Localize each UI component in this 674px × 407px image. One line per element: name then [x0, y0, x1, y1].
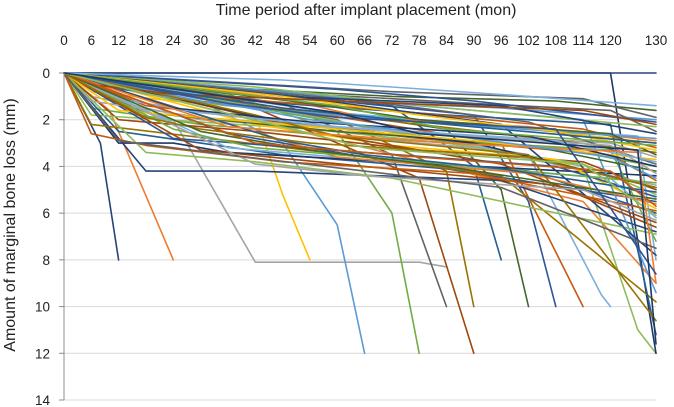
x-tick-label: 18: [138, 33, 153, 48]
series-line-s31: [63, 72, 657, 196]
x-tick-label: 78: [412, 33, 427, 48]
series-line-s74: [63, 72, 657, 144]
y-tick-labels: 0 2 4 6 8 10 12 14: [35, 66, 51, 407]
axes: [59, 72, 65, 401]
x-tick-label: 90: [466, 33, 481, 48]
series-line-s30: [63, 72, 657, 261]
series-line-s76: [63, 72, 657, 275]
x-tick-label: 108: [545, 33, 568, 48]
x-tick-label: 130: [645, 33, 668, 48]
x-tick-label: 102: [517, 33, 540, 48]
series-line-s51: [63, 72, 657, 175]
x-tick-label: 114: [572, 33, 594, 48]
x-tick-label: 54: [302, 33, 318, 48]
series-line-s14: [63, 72, 612, 308]
series-line-s67: [63, 72, 657, 221]
y-axis-title: Amount of marginal bone loss (mm): [2, 98, 19, 351]
series-line-s58: [63, 72, 657, 193]
x-tick-label: 30: [193, 33, 208, 48]
series-line-s72: [63, 72, 657, 249]
y-tick-label: 14: [35, 393, 51, 407]
y-tick-label: 6: [42, 206, 50, 221]
x-axis-title: Time period after implant placement (mon…: [216, 2, 517, 19]
x-tick-label: 42: [248, 33, 263, 48]
x-tick-label: 60: [330, 33, 345, 48]
series-line-s78: [63, 72, 657, 107]
series-line-s60: [63, 72, 657, 123]
series-line-s70: [63, 72, 657, 147]
series-line-s32: [63, 72, 657, 177]
y-tick-label: 2: [42, 113, 50, 128]
x-tick-label: 84: [439, 33, 455, 48]
series-lines: [63, 72, 657, 355]
y-tick-label: 10: [35, 300, 50, 315]
series-line-s33: [63, 72, 657, 233]
y-tick-label: 0: [42, 66, 50, 81]
x-tick-label: 0: [60, 33, 68, 48]
series-line-s40: [63, 72, 657, 165]
x-tick-labels: 0 6 12 18 24 30 36 42 48 54 60 66 72 78 84 90 96 102 108 11…: [60, 33, 667, 48]
y-tick-label: 4: [42, 159, 50, 174]
series-line-s80: [63, 72, 657, 345]
series-line-s75: [63, 72, 657, 200]
x-tick-label: 120: [599, 33, 622, 48]
x-tick-label: 96: [494, 33, 509, 48]
series-line-s57: [63, 72, 657, 322]
series-line-s63: [63, 72, 657, 235]
series-line-s47: [63, 72, 657, 128]
series-line-s77: [63, 72, 657, 207]
x-tick-label: 72: [384, 33, 399, 48]
y-tick-label: 12: [35, 346, 50, 361]
y-tick-label: 8: [42, 253, 50, 268]
x-tick-label: 66: [357, 33, 372, 48]
series-line-s79: [63, 72, 657, 217]
x-tick-label: 6: [88, 33, 96, 48]
x-tick-label: 24: [166, 33, 182, 48]
x-tick-label: 12: [111, 33, 126, 48]
x-tick-label: 48: [275, 33, 290, 48]
x-tick-label: 36: [220, 33, 235, 48]
